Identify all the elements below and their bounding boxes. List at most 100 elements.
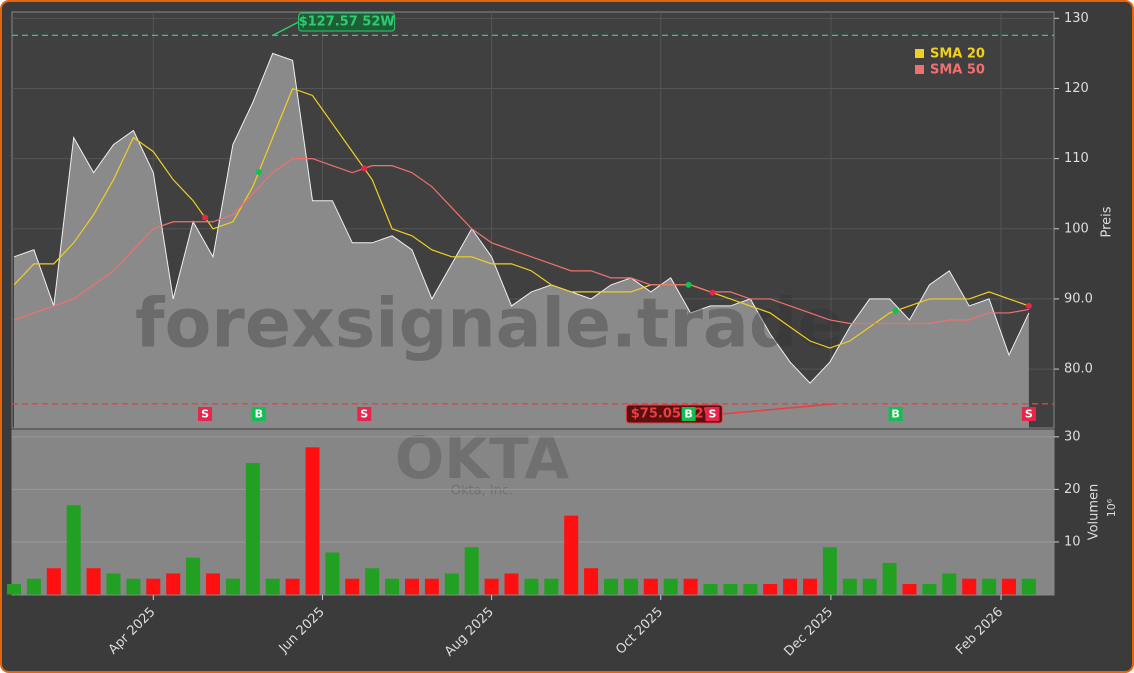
level-arrow [272,21,299,37]
volume-bar [822,547,837,595]
y-tick-label: 90.0 [1064,291,1093,306]
volume-bar [743,583,758,595]
volume-bar [345,578,360,595]
watermark-symbol: OKTA [395,424,569,492]
volume-bar [106,573,121,595]
price-line [13,52,1030,384]
volume-bar [365,568,380,595]
volume-bar [623,578,638,595]
legend-swatch [915,65,924,74]
signal-label: S [360,408,368,421]
y-axis-unit: 10⁶ [1105,498,1118,517]
volume-bar [803,578,817,595]
level-annotation: $75.05 52W [625,403,836,424]
volume-bar [584,568,599,595]
volume-bar [405,578,419,595]
signal-dot [685,281,692,288]
signal-dot [892,307,899,314]
signal-label: B [684,408,692,421]
sma-line [13,158,1030,325]
signal-label: S [201,408,209,421]
level-label: $127.57 52W [299,15,395,30]
volume-bar [66,505,81,595]
signal-box [1021,407,1036,421]
volume-bar [464,547,479,595]
volume-bar [564,515,579,595]
volume-panel [11,429,1055,596]
signal-box [198,407,213,421]
signal-box [705,407,720,421]
volume-bar [146,578,161,595]
volume-bar [245,463,260,595]
volume-bar [703,583,718,595]
volume-bar [504,573,519,595]
volume-bar [305,447,320,595]
volume-bar [206,573,220,595]
signal-box [888,407,903,421]
volume-bar [683,578,698,595]
volume-bar [783,578,798,595]
volume-bar [723,583,738,595]
volume-bar [604,578,618,595]
volume-bar [126,578,141,595]
volume-bar [186,557,201,595]
volume-bar [862,578,877,595]
signal-box [681,407,696,421]
sma-line [13,87,1030,349]
volume-bar [524,578,539,595]
volume-bar [942,573,957,595]
level-label: $75.05 52W [631,407,718,422]
y-tick-label: 30 [1064,429,1081,444]
volume-bar [225,578,240,595]
volume-bar [763,583,778,595]
signal-box [357,407,372,421]
legend-swatch [915,49,924,58]
volume-bar [902,583,917,595]
watermark: forexsignale.trade [135,285,844,364]
signal-label: S [1025,408,1033,421]
y-tick-label: 120 [1064,81,1089,96]
volume-bar [922,583,937,595]
y-tick-label: 110 [1064,151,1089,166]
volume-bar [444,573,459,595]
volume-bar [484,578,499,595]
volume-bar [1002,578,1016,595]
volume-bar [265,578,280,595]
signal-dot [709,289,716,296]
y-tick-label: 80.0 [1064,362,1093,377]
volume-bar [285,578,300,595]
signal-dot [361,165,368,172]
signal-label: B [891,408,899,421]
volume-bar [882,562,897,595]
legend-label: SMA 20 [930,47,985,62]
volume-bar [663,578,678,595]
level-arrow [722,403,836,415]
volume-bar [842,578,857,595]
legend-label: SMA 50 [930,63,985,78]
signal-box [251,407,266,421]
volume-bar [982,578,997,595]
volume-bar [46,568,61,595]
level-annotation: $127.57 52W [272,12,396,37]
watermark-company: Okta, Inc. [451,484,513,499]
volume-bar [424,578,439,595]
volume-bar [26,578,41,595]
volume-bar [643,578,658,595]
signal-dot [202,214,209,221]
y-tick-label: 130 [1064,11,1089,26]
volume-bar [166,573,181,595]
y-axis-label: Volumen [1087,484,1102,541]
y-tick-label: 100 [1064,221,1089,236]
signal-dot [255,168,262,175]
price-area [14,53,1029,428]
y-tick-label: 20 [1064,482,1081,497]
volume-bar [7,583,21,595]
volume-bar [544,578,559,595]
volume-bar [385,578,400,595]
volume-bar [1021,578,1036,595]
signal-dot [1025,302,1032,309]
volume-bar [325,552,340,595]
volume-bar [962,578,977,595]
volume-bar [86,568,101,595]
